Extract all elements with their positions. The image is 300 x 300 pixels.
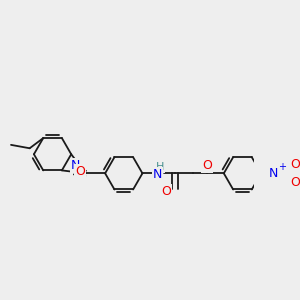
Text: +: +: [278, 162, 286, 172]
Text: N: N: [71, 159, 81, 172]
Text: O: O: [161, 184, 171, 198]
Text: H: H: [156, 162, 164, 172]
Text: O: O: [202, 159, 212, 172]
Text: N: N: [269, 167, 278, 180]
Text: O: O: [290, 176, 300, 189]
Text: O: O: [290, 158, 300, 170]
Text: N: N: [153, 168, 162, 181]
Text: O: O: [76, 165, 85, 178]
